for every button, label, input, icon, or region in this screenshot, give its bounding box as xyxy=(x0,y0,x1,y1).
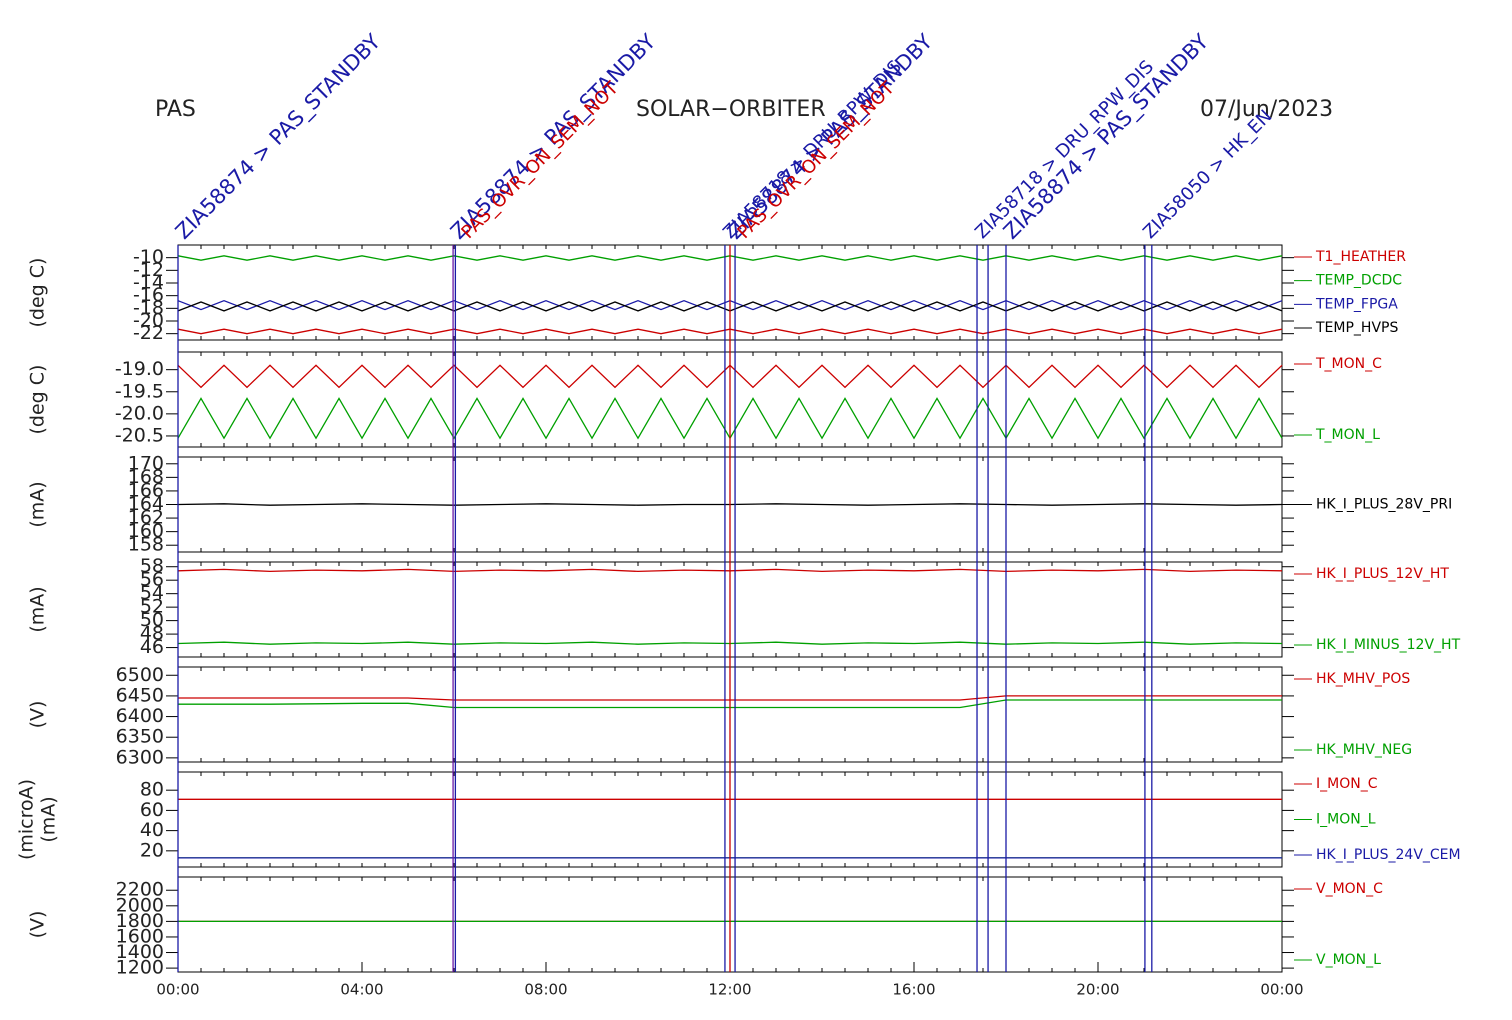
y-tick-label: 2000 xyxy=(116,894,164,916)
y-tick-label: 168 xyxy=(128,466,164,488)
y-tick-label: -20.5 xyxy=(115,424,164,446)
y-tick-label: -20 xyxy=(133,310,164,332)
y-tick-label: 52 xyxy=(140,596,164,618)
y-tick-label: 1800 xyxy=(116,910,164,932)
y-tick-label: -12 xyxy=(133,259,164,281)
y-tick-label: 56 xyxy=(140,569,164,591)
x-tick-label: 00:00 xyxy=(1260,981,1303,999)
legend-label: HK_MHV_NEG xyxy=(1316,742,1412,758)
y-tick-label: 6350 xyxy=(116,726,164,748)
y-tick-label: 160 xyxy=(128,520,164,542)
y-axis-label: (mA) xyxy=(38,796,60,842)
y-axis-label: (V) xyxy=(27,701,49,729)
y-tick-label: -16 xyxy=(133,284,164,306)
header-center: SOLAR−ORBITER xyxy=(636,97,826,122)
y-tick-label: 162 xyxy=(128,507,164,529)
y-tick-label: 1600 xyxy=(116,925,164,947)
legend-label: T1_HEATHER xyxy=(1315,249,1406,265)
x-tick-label: 04:00 xyxy=(340,981,383,999)
legend-label: TEMP_DCDC xyxy=(1315,273,1402,289)
x-tick-label: 00:00 xyxy=(156,981,199,999)
y-tick-label: -20.0 xyxy=(115,402,164,424)
y-tick-label: 54 xyxy=(140,582,164,604)
x-tick-label: 08:00 xyxy=(524,981,567,999)
y-axis-label: (mA) xyxy=(27,586,49,632)
y-tick-label: -19.0 xyxy=(115,358,164,380)
legend-label: TEMP_FPGA xyxy=(1315,296,1398,312)
y-tick-label: 40 xyxy=(140,819,164,841)
y-tick-label: 60 xyxy=(140,799,164,821)
legend-label: I_MON_C xyxy=(1316,776,1378,792)
y-tick-label: 50 xyxy=(140,609,164,631)
y-tick-label: 164 xyxy=(128,493,164,515)
legend-label: TEMP_HVPS xyxy=(1315,320,1398,336)
y-tick-label: 46 xyxy=(140,636,164,658)
legend-label: HK_I_PLUS_28V_PRI xyxy=(1316,497,1452,513)
y-tick-label: 6400 xyxy=(116,705,164,727)
y-axis-label: (deg C) xyxy=(27,365,49,435)
y-axis-label: (deg C) xyxy=(27,258,49,328)
y-tick-label: 58 xyxy=(140,555,164,577)
legend-label: HK_I_PLUS_24V_CEM xyxy=(1316,847,1461,863)
legend-label: T_MON_C xyxy=(1315,356,1382,372)
y-tick-label: -19.5 xyxy=(115,380,164,402)
y-axis-label: (V) xyxy=(27,911,49,939)
legend-label: V_MON_L xyxy=(1316,952,1381,968)
y-tick-label: 6500 xyxy=(116,664,164,686)
y-tick-label: 48 xyxy=(140,623,164,645)
y-tick-label: -22 xyxy=(133,322,164,344)
y-tick-label: 6450 xyxy=(116,684,164,706)
y-tick-label: 166 xyxy=(128,479,164,501)
x-tick-label: 16:00 xyxy=(892,981,935,999)
y-tick-label: -14 xyxy=(133,272,164,294)
header-right: 07/Jun/2023 xyxy=(1200,97,1333,122)
legend-label: HK_I_MINUS_12V_HT xyxy=(1316,637,1461,653)
y-tick-label: 1400 xyxy=(116,941,164,963)
legend-label: HK_MHV_POS xyxy=(1316,671,1410,687)
y-tick-label: 170 xyxy=(128,452,164,474)
y-tick-label: 80 xyxy=(140,779,164,801)
y-axis-label: (mA) xyxy=(27,481,49,527)
y-tick-label: 20 xyxy=(140,839,164,861)
y-tick-label: 6300 xyxy=(116,746,164,768)
y-tick-label: -18 xyxy=(133,297,164,319)
y-tick-label: 1200 xyxy=(116,957,164,979)
legend-label: T_MON_L xyxy=(1315,427,1380,443)
y-axis-label: (microA) xyxy=(16,779,38,860)
legend-label: HK_I_PLUS_12V_HT xyxy=(1316,566,1449,582)
y-tick-label: 2200 xyxy=(116,879,164,901)
legend-label: I_MON_L xyxy=(1316,812,1376,828)
x-tick-label: 12:00 xyxy=(708,981,751,999)
legend-label: V_MON_C xyxy=(1316,881,1383,897)
y-tick-label: 158 xyxy=(128,534,164,556)
x-tick-label: 20:00 xyxy=(1076,981,1119,999)
y-tick-label: -10 xyxy=(133,246,164,268)
header-left: PAS xyxy=(155,97,196,122)
